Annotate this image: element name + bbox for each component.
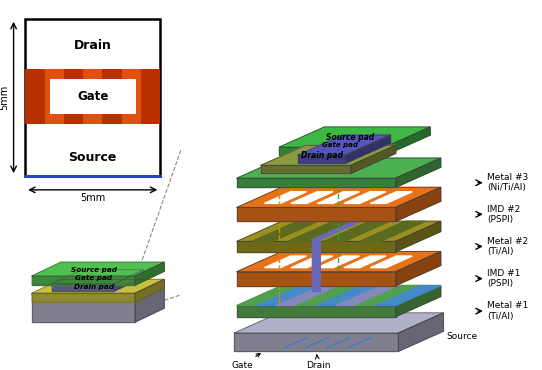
Polygon shape [252,221,318,241]
Polygon shape [291,256,333,268]
Polygon shape [114,270,144,291]
Bar [44,69,64,124]
Text: Drain: Drain [74,39,112,52]
Text: Source: Source [68,151,117,164]
Text: IMD #1
(PSPI): IMD #1 (PSPI) [487,269,521,288]
Polygon shape [279,127,430,147]
Polygon shape [53,284,114,291]
Polygon shape [298,155,345,163]
Bar [49,79,136,114]
Polygon shape [237,208,396,221]
Text: Gate: Gate [231,353,260,370]
Bar [121,69,141,124]
Polygon shape [279,147,385,155]
Polygon shape [317,286,381,306]
Polygon shape [32,281,164,295]
Polygon shape [356,286,421,306]
Polygon shape [237,286,302,306]
Polygon shape [370,256,412,268]
Polygon shape [344,256,386,268]
Polygon shape [376,286,441,306]
Polygon shape [336,286,401,306]
Polygon shape [237,178,396,187]
Text: 5mm: 5mm [0,85,9,110]
Polygon shape [237,187,441,208]
Polygon shape [237,252,441,272]
Polygon shape [291,192,333,204]
Polygon shape [53,270,144,284]
Text: Drain pad: Drain pad [300,151,343,160]
Polygon shape [234,313,443,333]
Polygon shape [237,221,441,241]
Polygon shape [351,145,396,174]
Polygon shape [237,272,396,286]
Polygon shape [396,286,441,317]
Polygon shape [261,165,351,174]
Polygon shape [296,286,362,306]
Polygon shape [237,158,441,178]
Polygon shape [318,256,359,268]
Polygon shape [237,241,396,252]
Polygon shape [32,295,135,322]
Polygon shape [345,135,390,163]
Polygon shape [396,252,441,286]
Text: Gate pad: Gate pad [75,275,112,280]
Polygon shape [264,192,306,204]
Text: IMD #2
(PSPI): IMD #2 (PSPI) [487,205,520,224]
Polygon shape [298,135,390,155]
Polygon shape [264,256,306,268]
Polygon shape [276,286,341,306]
Polygon shape [135,262,164,285]
Bar [64,69,83,124]
Polygon shape [32,262,164,276]
Text: Source: Source [446,332,477,341]
Polygon shape [396,221,441,252]
Polygon shape [398,313,443,351]
Bar [83,69,102,124]
Bar [25,19,160,176]
Text: Gate: Gate [77,90,108,103]
Polygon shape [312,219,365,292]
Text: Drain: Drain [306,355,330,370]
Text: 5mm: 5mm [80,193,105,203]
Text: Source pad: Source pad [70,267,117,273]
Text: Metal #3
(Ni/Ti/Al): Metal #3 (Ni/Ti/Al) [487,173,528,192]
Polygon shape [318,192,359,204]
Bar [141,69,160,124]
Polygon shape [385,127,430,155]
Text: Drain pad: Drain pad [74,284,114,290]
Bar [25,69,44,124]
Polygon shape [396,158,441,187]
Polygon shape [237,286,441,306]
Polygon shape [234,333,398,351]
Polygon shape [257,286,321,306]
Polygon shape [370,192,412,204]
Polygon shape [237,306,396,317]
Polygon shape [32,279,164,293]
Polygon shape [261,145,396,165]
Polygon shape [135,279,164,302]
Polygon shape [32,276,135,285]
Polygon shape [135,281,164,322]
Polygon shape [324,221,390,241]
Text: Metal #2
(Ti/Al): Metal #2 (Ti/Al) [487,237,528,256]
Bar [102,69,121,124]
Polygon shape [360,221,425,241]
Polygon shape [288,221,354,241]
Polygon shape [396,187,441,221]
Polygon shape [344,192,386,204]
Text: Metal #1
(Ti/Al): Metal #1 (Ti/Al) [487,302,528,321]
Text: Gate pad: Gate pad [322,142,358,148]
Text: Source pad: Source pad [326,132,375,142]
Polygon shape [32,293,135,302]
